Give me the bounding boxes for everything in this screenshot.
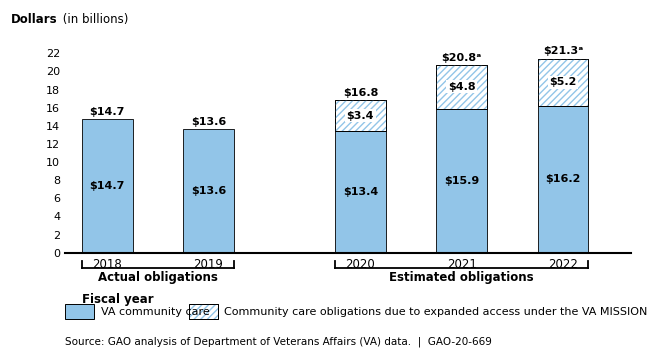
Text: $13.6: $13.6 — [191, 117, 226, 127]
Text: Community care obligations due to expanded access under the VA MISSION Act: Community care obligations due to expand… — [224, 307, 650, 317]
Text: $21.3ᵃ: $21.3ᵃ — [543, 46, 583, 57]
Text: $3.4: $3.4 — [346, 111, 374, 121]
Bar — [335, 100, 385, 131]
Bar — [436, 65, 487, 108]
Bar — [538, 59, 588, 106]
Text: Actual obligations: Actual obligations — [98, 271, 218, 284]
Text: Dollars: Dollars — [11, 13, 58, 26]
Bar — [335, 100, 385, 131]
Text: Fiscal year: Fiscal year — [82, 293, 153, 306]
Text: $13.6: $13.6 — [191, 186, 226, 196]
Text: Estimated obligations: Estimated obligations — [389, 271, 534, 284]
Text: $5.2: $5.2 — [549, 77, 577, 87]
Text: $13.4: $13.4 — [343, 187, 378, 197]
Text: $16.8: $16.8 — [343, 88, 378, 98]
Text: $15.9: $15.9 — [444, 176, 479, 186]
Text: $20.8ᵃ: $20.8ᵃ — [441, 53, 482, 63]
Bar — [183, 130, 234, 253]
Bar — [436, 108, 487, 253]
Bar — [436, 65, 487, 108]
Bar — [436, 65, 487, 108]
Text: VA community care: VA community care — [101, 307, 209, 317]
Bar — [538, 59, 588, 106]
Text: (in billions): (in billions) — [58, 13, 128, 26]
Bar — [82, 119, 133, 253]
Bar — [335, 131, 385, 253]
Bar — [335, 100, 385, 131]
Text: $4.8: $4.8 — [448, 82, 476, 92]
Text: $14.7: $14.7 — [90, 181, 125, 191]
Text: Source: GAO analysis of Department of Veterans Affairs (VA) data.  |  GAO-20-669: Source: GAO analysis of Department of Ve… — [65, 337, 492, 347]
Text: $16.2: $16.2 — [545, 174, 580, 184]
Bar — [538, 59, 588, 106]
Text: $14.7: $14.7 — [90, 107, 125, 117]
Bar — [538, 106, 588, 253]
